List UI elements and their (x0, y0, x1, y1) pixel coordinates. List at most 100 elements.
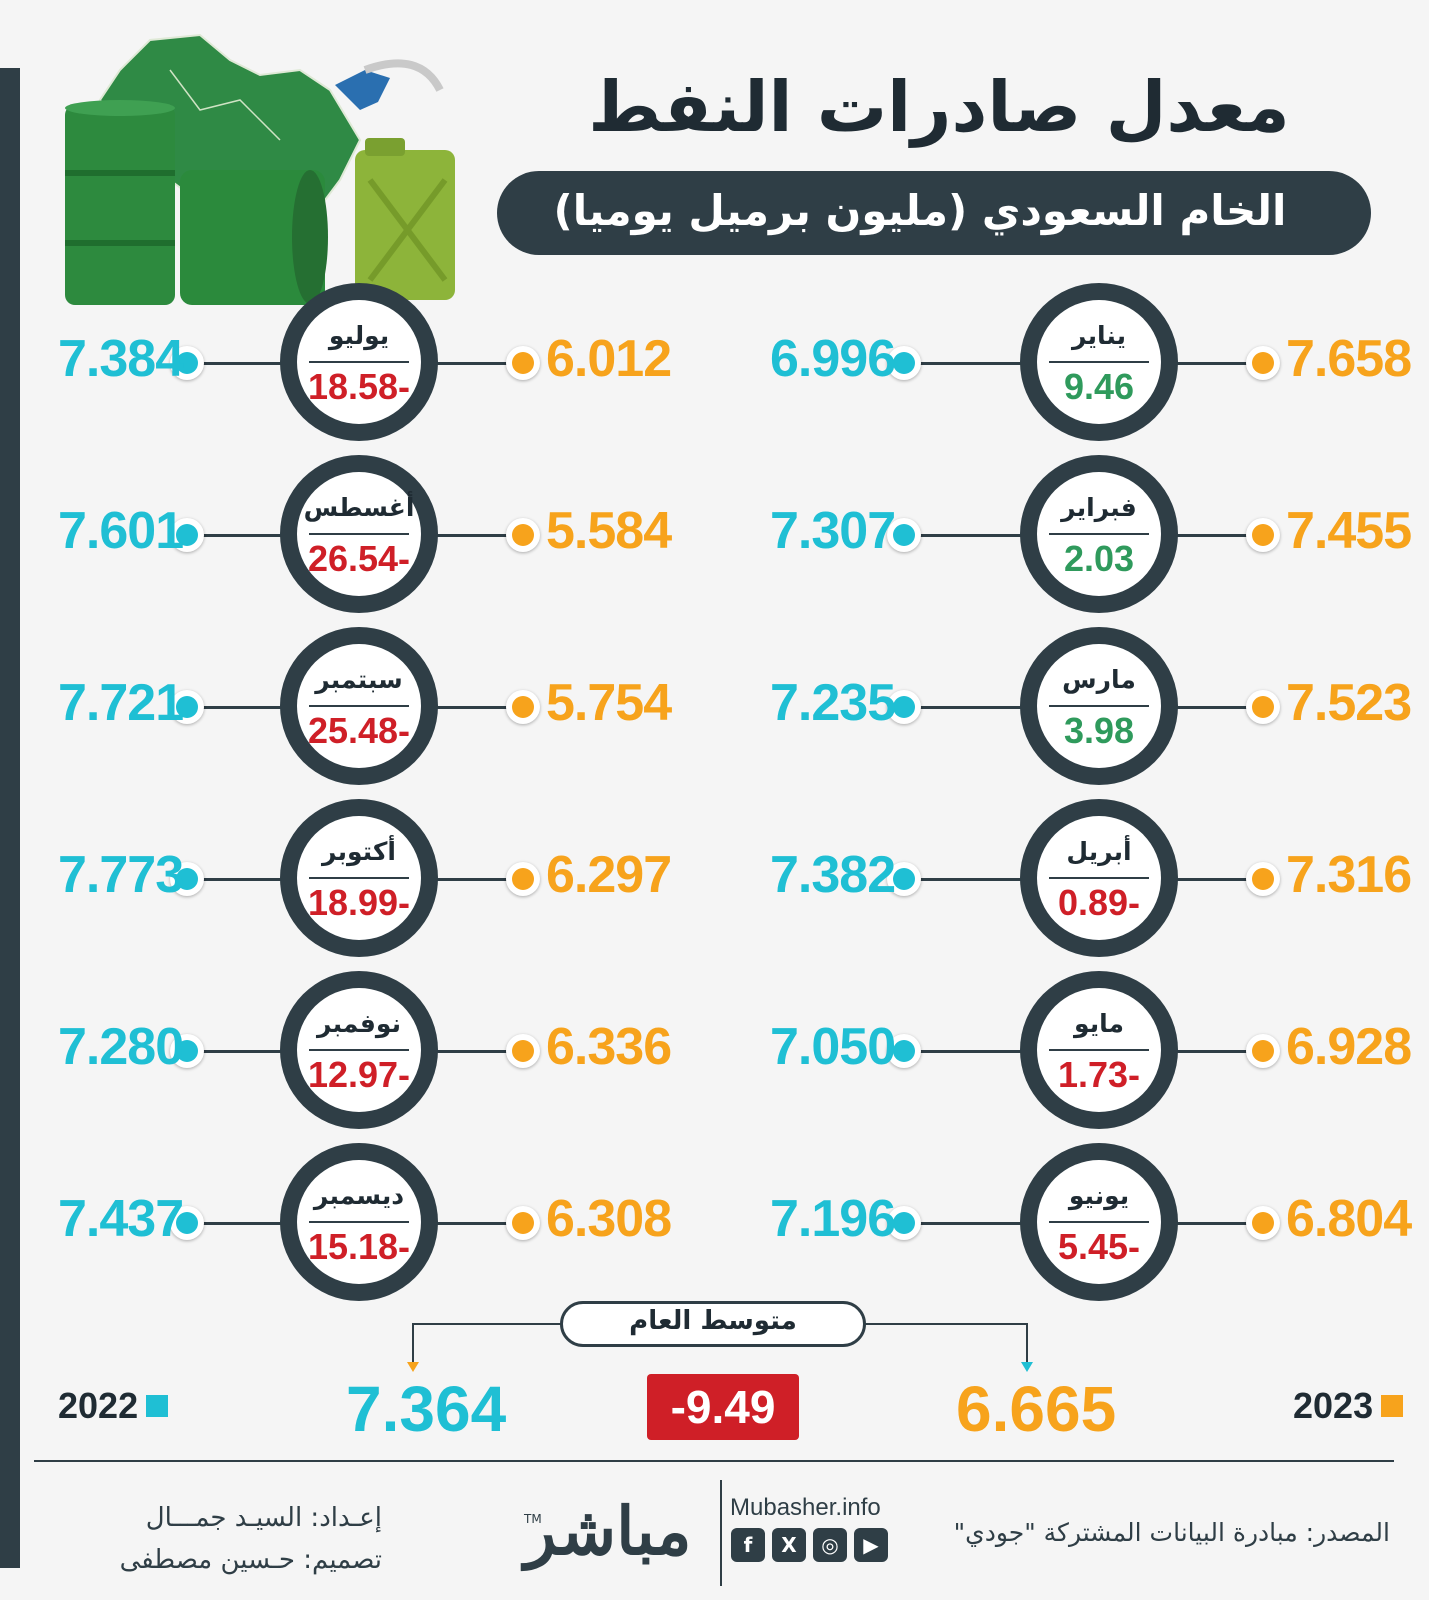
left-accent-bar (0, 68, 20, 1568)
dot-2022-icon (887, 862, 921, 896)
x-icon[interactable]: X (772, 1528, 806, 1562)
legend-2022: 2022 (58, 1388, 168, 1424)
month-node: مارس 3.98 7.523 7.235 (770, 627, 1429, 787)
dot-2023-icon (506, 1034, 540, 1068)
month-separator (309, 705, 409, 707)
month-change-percent: 18.58- (307, 366, 411, 407)
value-2022: 6.996 (770, 330, 896, 388)
month-separator (1049, 1049, 1149, 1051)
subtitle-pill (497, 171, 1371, 255)
month-name: نوفمبر (317, 1009, 401, 1038)
value-2023: 7.523 (1286, 674, 1412, 732)
youtube-icon[interactable]: ▶ (854, 1528, 888, 1562)
value-2023: 6.804 (1286, 1190, 1412, 1248)
month-change-percent: 15.18- (307, 1226, 411, 1267)
value-2023: 7.455 (1286, 502, 1412, 560)
month-node: يوليو 18.58- 6.012 7.384 (52, 283, 732, 443)
value-2023: 6.336 (546, 1018, 672, 1076)
value-2023: 7.658 (1286, 330, 1412, 388)
month-separator (1049, 1221, 1149, 1223)
value-2022: 7.721 (58, 674, 184, 732)
average-bracket-right (864, 1323, 1028, 1365)
average-2022-value: 7.364 (346, 1373, 507, 1445)
month-separator (1049, 705, 1149, 707)
dot-2022-icon (170, 346, 204, 380)
value-2023: 5.584 (546, 502, 672, 560)
trademark: TM (524, 1512, 542, 1526)
month-name: ديسمبر (313, 1181, 405, 1210)
month-change-percent: 26.54- (307, 538, 411, 579)
legend-2022-swatch (146, 1395, 168, 1417)
page-subtitle: الخام السعودي (مليون برميل يوميا) (553, 186, 1287, 235)
dot-2022-icon (170, 690, 204, 724)
average-bracket-left (412, 1323, 564, 1365)
value-2023: 6.308 (546, 1190, 672, 1248)
month-name: أكتوبر (322, 837, 396, 866)
dot-2023-icon (506, 346, 540, 380)
month-change-percent: 5.45- (1057, 1226, 1141, 1267)
dot-2023-icon (1246, 690, 1280, 724)
legend-2023-swatch (1381, 1395, 1403, 1417)
dot-2022-icon (170, 1206, 204, 1240)
arrow-down-icon (1021, 1362, 1033, 1372)
month-change-percent: 12.97- (307, 1054, 411, 1095)
value-2022: 7.050 (770, 1018, 896, 1076)
month-name: يناير (1072, 321, 1126, 350)
legend-2022-label: 2022 (58, 1385, 139, 1426)
prepared-by: إعـداد: السيـد جمـــال (145, 1503, 382, 1533)
dot-2022-icon (887, 518, 921, 552)
oil-barrels-illustration (65, 33, 455, 305)
facebook-icon[interactable]: f (731, 1528, 765, 1562)
dot-2023-icon (1246, 1206, 1280, 1240)
value-2022: 7.280 (58, 1018, 184, 1076)
month-change-percent: 1.73- (1057, 1054, 1141, 1095)
month-node: مايو 1.73- 6.928 7.050 (770, 971, 1429, 1131)
month-change-percent: 3.98 (1063, 710, 1135, 751)
month-separator (309, 1049, 409, 1051)
month-node: أغسطس 26.54- 5.584 7.601 (52, 455, 732, 615)
month-separator (1049, 877, 1149, 879)
footer-separator (720, 1480, 722, 1586)
average-change-value: -9.49 (670, 1381, 776, 1433)
average-change-badge (647, 1374, 799, 1440)
average-label-pill (560, 1301, 866, 1347)
dot-2022-icon (887, 690, 921, 724)
month-name: فبراير (1061, 493, 1137, 522)
month-separator (309, 1221, 409, 1223)
dot-2022-icon (170, 862, 204, 896)
month-name: يونيو (1068, 1181, 1130, 1210)
dot-2023-icon (1246, 862, 1280, 896)
designed-by: تصميم: حـسين مصطفى (119, 1544, 382, 1575)
month-change-percent: 0.89- (1057, 882, 1141, 923)
dot-2023-icon (506, 1206, 540, 1240)
source-note: المصدر: مبادرة البيانات المشتركة "جودي" (953, 1518, 1390, 1547)
average-label: متوسط العام (629, 1306, 797, 1336)
page-title: معدل صادرات النفط (588, 66, 1290, 148)
value-2022: 7.601 (58, 502, 184, 560)
dot-2022-icon (170, 1034, 204, 1068)
value-2022: 7.382 (770, 846, 896, 904)
dot-2022-icon (887, 346, 921, 380)
value-2022: 7.196 (770, 1190, 896, 1248)
month-node: أكتوبر 18.99- 6.297 7.773 (52, 799, 732, 959)
month-separator (309, 877, 409, 879)
month-name: يوليو (328, 321, 390, 350)
month-node: فبراير 2.03 7.455 7.307 (770, 455, 1429, 615)
month-name: أغسطس (303, 493, 415, 522)
value-2023: 6.297 (546, 846, 672, 904)
instagram-icon[interactable]: ◎ (813, 1528, 847, 1562)
month-separator (309, 533, 409, 535)
month-separator (1049, 361, 1149, 363)
value-2022: 7.437 (58, 1190, 184, 1248)
website-link[interactable]: Mubasher.info (730, 1494, 881, 1521)
dot-2023-icon (1246, 346, 1280, 380)
month-separator (1049, 533, 1149, 535)
month-separator (309, 361, 409, 363)
legend-2023: 2023 (1293, 1388, 1403, 1424)
value-2022: 7.384 (58, 330, 184, 388)
arrow-down-icon (407, 1362, 419, 1372)
mubasher-logo: مباشر (524, 1492, 692, 1570)
month-node: نوفمبر 12.97- 6.336 7.280 (52, 971, 732, 1131)
credits: إعـداد: السيـد جمـــال تصميم: حـسين مصطف… (52, 1498, 382, 1581)
dot-2022-icon (887, 1034, 921, 1068)
